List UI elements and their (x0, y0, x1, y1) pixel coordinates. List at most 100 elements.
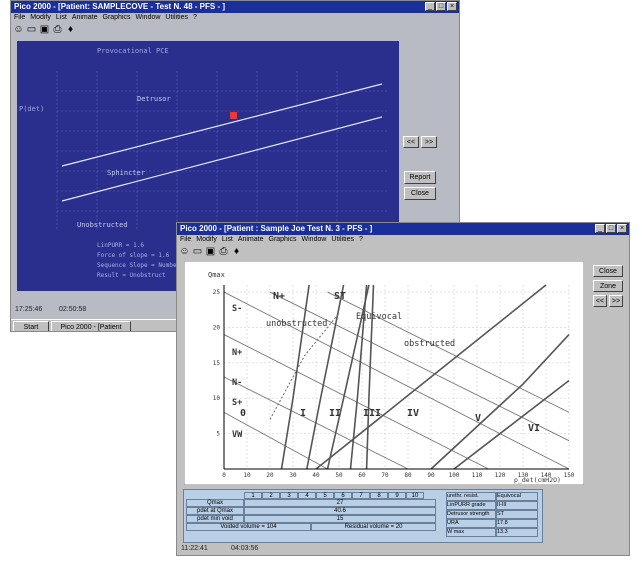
x-tick-label: 120 (495, 472, 506, 479)
zone-label-6: VI (528, 423, 540, 434)
y-tick-label: 15 (213, 360, 221, 367)
menu-file[interactable]: File (180, 236, 192, 243)
menu-help[interactable]: ? (358, 236, 363, 243)
monitor-icon[interactable]: ▣ (205, 246, 216, 257)
background-line (223, 411, 328, 470)
col-header: 7 (352, 492, 370, 499)
minimize-button[interactable]: _ (595, 224, 605, 233)
col-header: 8 (370, 492, 388, 499)
menu-bar: File Modify List Animate Graphics Window… (177, 235, 629, 245)
table-row: pdet min void 15 (186, 515, 436, 523)
result-label: LinPURR grade (446, 501, 496, 510)
result-row: Detrusor strength ST (446, 510, 538, 519)
menu-window[interactable]: Window (135, 14, 161, 21)
close-button[interactable]: Close (593, 265, 623, 277)
people-icon[interactable]: ☺ (179, 246, 190, 257)
bottom-label: Unobstructed (77, 221, 128, 229)
result-row: LinPURR grade II-III (446, 501, 538, 510)
menu-list[interactable]: List (221, 236, 233, 243)
zone-label-3: III (363, 408, 381, 419)
line1-label: Detrusor (137, 95, 171, 103)
zone-button[interactable]: Zone (593, 280, 623, 292)
people-icon[interactable]: ☺ (13, 24, 24, 35)
menu-window[interactable]: Window (301, 236, 327, 243)
side-label-vw: VW (232, 430, 243, 440)
upper-line (61, 83, 383, 167)
line2-label: Sphincter (107, 169, 145, 177)
window-titlebar: Pico 2000 - [Patient: SAMPLECOVE - Test … (11, 1, 459, 13)
measurement-table: 1 2 3 4 5 6 7 8 9 10 Qmax 27 pdet at Qma… (186, 492, 436, 540)
taskbar-item[interactable]: Pico 2000 - [Patient (51, 321, 131, 331)
maximize-button[interactable]: □ (436, 2, 446, 11)
menu-bar: File Modify List Animate Graphics Window… (11, 13, 459, 23)
x-tick-label: 0 (222, 472, 226, 479)
printer-icon[interactable]: ⎙ (53, 24, 62, 35)
x-tick-label: 150 (564, 472, 575, 479)
close-chart-button[interactable]: Close (404, 187, 436, 200)
menu-utilities[interactable]: Utilities (165, 14, 188, 21)
printer-icon[interactable]: ⎙ (219, 246, 228, 257)
y-tick-label: 10 (213, 395, 221, 402)
col-header: 4 (298, 492, 316, 499)
menu-graphics[interactable]: Graphics (268, 236, 297, 243)
window-controls: _ □ × (595, 224, 627, 233)
region-label-unobstructed: unobstructed (266, 319, 327, 329)
table-row: Qmax 27 (186, 499, 436, 507)
menu-graphics[interactable]: Graphics (102, 14, 131, 21)
col-header: 2 (262, 492, 280, 499)
blue-chart-title: Provocational PCE (97, 47, 169, 55)
x-tick-label: 50 (335, 472, 343, 479)
menu-utilities[interactable]: Utilities (331, 236, 354, 243)
col-header: 3 (280, 492, 298, 499)
background-line (223, 291, 570, 470)
result-label: Detrusor strength (446, 510, 496, 519)
status-time-2: 02:50:58 (59, 306, 87, 313)
menu-file[interactable]: File (14, 14, 26, 21)
x-tick-label: 60 (358, 472, 366, 479)
menu-animate[interactable]: Animate (71, 14, 98, 21)
menu-modify[interactable]: Modify (30, 14, 51, 21)
y-tick-label: 25 (213, 289, 221, 296)
close-window-button[interactable]: × (447, 2, 457, 11)
menu-animate[interactable]: Animate (237, 236, 264, 243)
start-label: Start (23, 324, 39, 331)
x-tick-label: 130 (518, 472, 529, 479)
x-tick-label: 80 (404, 472, 412, 479)
row-label: pdet min void (186, 515, 244, 523)
help-icon[interactable]: ♦ (67, 24, 74, 35)
help-icon[interactable]: ♦ (233, 246, 240, 257)
result-value: 17.8 (496, 519, 538, 528)
table-row: pdet at Qmax 40.6 (186, 507, 436, 515)
maximize-button[interactable]: □ (606, 224, 616, 233)
prev-button[interactable]: << (403, 136, 419, 148)
y-tick-label: 5 (216, 431, 220, 438)
zone-curve (349, 284, 368, 470)
voided-volume: Voided volume = 104 (186, 523, 311, 531)
zone-label-1: I (300, 408, 306, 419)
menu-help[interactable]: ? (192, 14, 197, 21)
report-button[interactable]: Report (404, 171, 436, 184)
zone-curve (453, 379, 570, 470)
info-line-1: LinPURR = 1.6 (97, 242, 144, 249)
row-value: 27 (244, 499, 436, 507)
result-row: urethr. resist. Equivocal (446, 492, 538, 501)
close-window-button[interactable]: × (617, 224, 627, 233)
nomogram-chart: 0 10 20 30 40 50 60 70 80 90 100 110 120 130 140 150252… (184, 261, 584, 485)
info-line-4: Result = Unobstruct (97, 272, 166, 279)
menu-list[interactable]: List (55, 14, 67, 21)
minimize-button[interactable]: _ (425, 2, 435, 11)
region-label-obstructed: obstructed (404, 339, 455, 349)
zone-curve (326, 284, 370, 470)
menu-modify[interactable]: Modify (196, 236, 217, 243)
start-button[interactable]: Start (13, 321, 49, 331)
result-row: W max 13.3 (446, 528, 538, 537)
monitor-icon[interactable]: ▣ (39, 24, 50, 35)
y-tick-label: 20 (213, 324, 221, 331)
prev-button[interactable]: << (593, 295, 607, 307)
zone-curve (365, 284, 375, 470)
folder-icon[interactable]: ▭ (192, 246, 203, 257)
folder-icon[interactable]: ▭ (26, 24, 37, 35)
result-value: II-III (496, 501, 538, 510)
next-button[interactable]: >> (609, 295, 623, 307)
next-button[interactable]: >> (421, 136, 437, 148)
